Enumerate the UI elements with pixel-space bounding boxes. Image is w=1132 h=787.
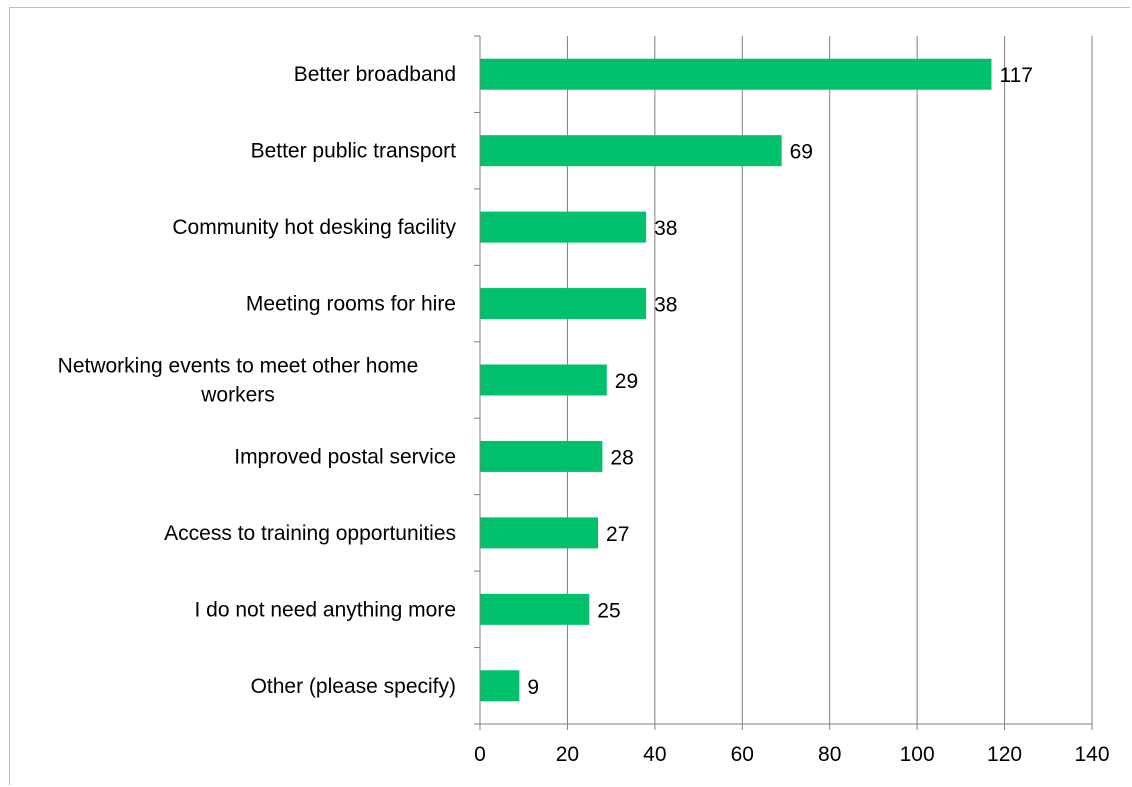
bar (480, 670, 520, 702)
data-label: 38 (654, 217, 677, 240)
x-tick-label: 0 (474, 743, 486, 766)
axes (474, 35, 1093, 730)
bar (480, 211, 647, 243)
bar (480, 58, 992, 90)
category-label: Other (please specify) (251, 675, 456, 698)
x-tick-label: 140 (1074, 743, 1109, 766)
data-label: 27 (606, 523, 629, 546)
bar (480, 440, 603, 472)
chart-frame (9, 7, 1130, 785)
bar (480, 517, 599, 549)
x-tick-label: 60 (731, 743, 754, 766)
data-label: 117 (999, 64, 1032, 87)
category-label: Better broadband (294, 63, 456, 86)
x-tick-label: 100 (900, 743, 935, 766)
x-tick-label: 20 (556, 743, 579, 766)
labels: 0 20 40 60 80 100 120 140 117 Better broadband 69 B… (58, 63, 1110, 766)
data-label: 38 (654, 294, 677, 317)
category-label: Networking events to meet other home work… (58, 355, 419, 407)
category-label: Community hot desking facility (172, 216, 456, 239)
x-tick-label: 40 (643, 743, 666, 766)
data-label: 29 (615, 370, 638, 393)
data-label: 25 (597, 599, 620, 622)
category-label: Better public transport (251, 140, 457, 163)
data-label: 69 (790, 141, 813, 164)
x-tick-label: 120 (987, 743, 1022, 766)
category-label: Access to training opportunities (164, 522, 456, 545)
bar (480, 364, 607, 396)
bar (480, 593, 590, 625)
data-label: 28 (610, 446, 633, 469)
bar (480, 135, 782, 167)
category-label: I do not need anything more (194, 598, 456, 621)
category-label-line: Networking events to meet other home (58, 355, 419, 378)
bar (480, 288, 647, 320)
x-tick-label: 80 (818, 743, 841, 766)
category-label: Meeting rooms for hire (246, 293, 456, 316)
bars (480, 58, 992, 702)
category-label: Improved postal service (234, 445, 456, 468)
data-label: 9 (527, 676, 539, 699)
category-label-line: workers (200, 384, 275, 407)
